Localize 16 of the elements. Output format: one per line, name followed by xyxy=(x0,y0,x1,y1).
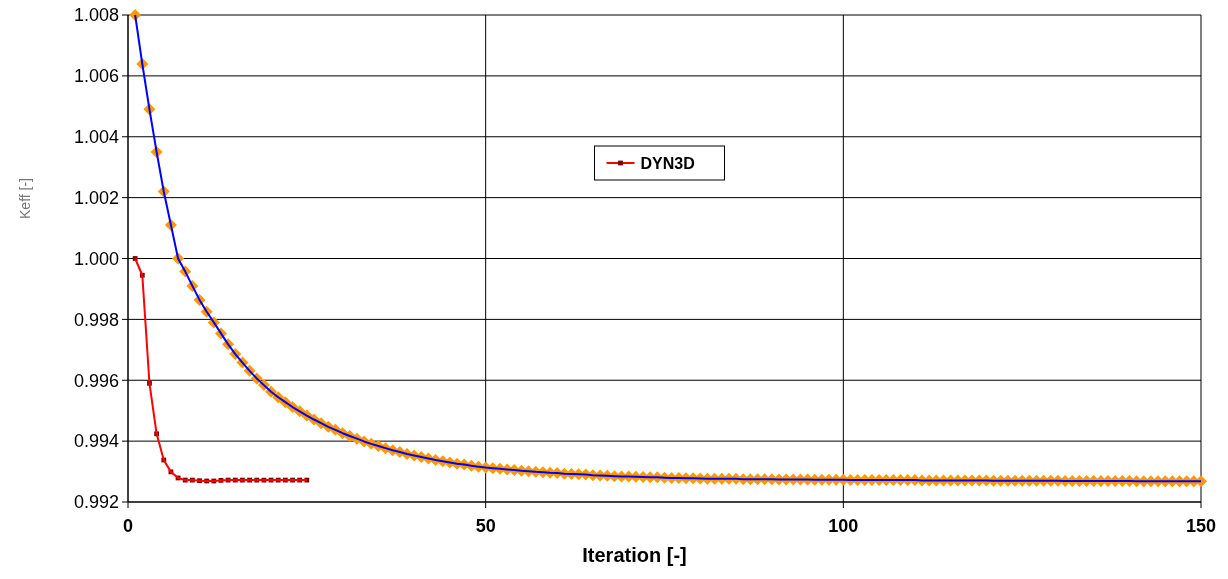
y-tick-label: 1.002 xyxy=(73,187,119,208)
x-tick-label: 150 xyxy=(1185,516,1217,536)
y-tick-label: 1.008 xyxy=(73,5,119,26)
y-tick-label: 1.004 xyxy=(73,127,119,148)
x-tick-label: 0 xyxy=(122,516,134,536)
y-tick-label: 0.992 xyxy=(73,492,119,513)
x-axis-title: Iteration [-] xyxy=(582,544,687,566)
y-tick-label: 0.994 xyxy=(73,431,119,452)
x-tick-label: 50 xyxy=(475,516,496,536)
y-tick-label: 1.000 xyxy=(73,248,119,269)
y-axis-title: Keff [-] xyxy=(17,178,33,219)
y-tick-label: 1.006 xyxy=(73,66,119,87)
x-tick-label: 100 xyxy=(828,516,859,536)
y-tick-label: 0.996 xyxy=(73,370,119,391)
legend-label: DYN3D xyxy=(640,154,695,172)
y-tick-label: 0.998 xyxy=(73,309,119,330)
